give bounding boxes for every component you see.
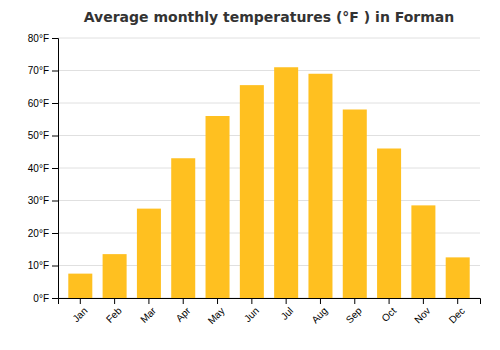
grid-line (58, 168, 480, 169)
bar (68, 274, 92, 298)
y-tick-label: 20°F (28, 228, 49, 239)
y-tick-mark (52, 168, 58, 169)
grid-line (58, 70, 480, 71)
x-tick-mark (148, 298, 149, 304)
y-tick-mark (52, 233, 58, 234)
axis-line (59, 299, 481, 305)
y-tick: 10°F (28, 260, 58, 271)
x-tick-label: Jul (279, 305, 296, 322)
plot-area (68, 67, 469, 298)
bar (274, 67, 298, 298)
title: Average monthly temperatures (°F ) in Fo… (84, 9, 455, 25)
y-tick: 0°F (33, 293, 58, 304)
x-tick: Feb (104, 298, 124, 325)
y-tick-mark (52, 136, 58, 137)
bar (206, 116, 230, 298)
x-tick-mark (183, 298, 184, 304)
y-tick: 70°F (28, 65, 58, 76)
x-tick-label: Aug (309, 305, 329, 325)
bar (411, 205, 435, 298)
y-tick-label: 10°F (28, 260, 49, 271)
x-tick: Nov (412, 298, 432, 325)
x-tick-mark (217, 298, 218, 304)
y-tick-label: 0°F (33, 293, 49, 304)
grid-line (58, 200, 480, 201)
bar (240, 85, 264, 298)
y-tick-mark (52, 201, 58, 202)
y-tick: 20°F (28, 228, 58, 239)
y-tick: 80°F (28, 33, 58, 44)
x-tick-label: Feb (104, 305, 124, 325)
x-tick-label: Jun (242, 305, 261, 324)
bar (343, 110, 367, 299)
y-tick: 60°F (28, 98, 58, 109)
x-tick-mark (354, 298, 355, 304)
grid-line (58, 135, 480, 136)
x-tick-label: Jan (70, 305, 89, 324)
y-tick: 50°F (28, 130, 58, 141)
x-tick-label: Sep (344, 305, 365, 326)
grid-line (58, 103, 480, 104)
grid (58, 38, 480, 298)
x-tick: Jan (70, 298, 89, 324)
x-tick-mark (286, 298, 287, 304)
x-tick-label: Dec (447, 305, 467, 325)
x-tick-label: May (206, 305, 227, 326)
x-tick: Sep (344, 298, 365, 325)
x-tick-mark (251, 298, 252, 304)
y-tick-mark (52, 266, 58, 267)
chart: Jan Feb Mar Apr May Jun Jul Aug Sep Oct Nov Dec 0°F 1… (0, 0, 500, 350)
x-tick-label: Nov (412, 305, 432, 325)
bar (308, 74, 332, 298)
x-tick-label: Oct (379, 305, 398, 324)
x-tick-mark (457, 298, 458, 304)
y-tick-mark (52, 298, 58, 299)
y-tick: 40°F (28, 163, 58, 174)
bar (137, 209, 161, 298)
x-tick: May (206, 298, 227, 326)
y-tick-mark (52, 71, 58, 72)
x-tick: Dec (447, 298, 467, 325)
x-tick-mark (320, 298, 321, 304)
y-tick-label: 30°F (28, 195, 49, 206)
axis-line (52, 39, 59, 299)
x-tick: Aug (309, 298, 329, 325)
x-axis: Jan Feb Mar Apr May Jun Jul Aug Sep Oct Nov Dec (59, 298, 481, 326)
bar (171, 158, 195, 298)
bar (377, 149, 401, 299)
x-tick-mark (389, 298, 390, 304)
x-tick: Oct (379, 298, 398, 324)
x-tick: Apr (174, 298, 193, 324)
y-tick: 30°F (28, 195, 58, 206)
y-tick-label: 80°F (28, 33, 49, 44)
y-tick-mark (52, 38, 58, 39)
x-tick: Mar (138, 298, 158, 325)
y-tick-label: 40°F (28, 163, 49, 174)
y-tick-label: 70°F (28, 65, 49, 76)
x-tick: Jun (242, 298, 261, 324)
bar (446, 257, 470, 298)
y-tick-mark (52, 103, 58, 104)
y-tick-label: 60°F (28, 98, 49, 109)
x-tick-mark (423, 298, 424, 304)
x-tick-mark (114, 298, 115, 304)
x-tick-mark (80, 298, 81, 304)
y-axis: 0°F 10°F 20°F 30°F 40°F 50°F 60°F 70°F 80°F (28, 33, 59, 304)
x-tick: Jul (279, 298, 296, 322)
x-tick-label: Apr (174, 305, 193, 324)
bar (103, 254, 127, 298)
x-tick-label: Mar (138, 305, 158, 325)
y-tick-label: 50°F (28, 130, 49, 141)
grid-line (58, 38, 480, 39)
